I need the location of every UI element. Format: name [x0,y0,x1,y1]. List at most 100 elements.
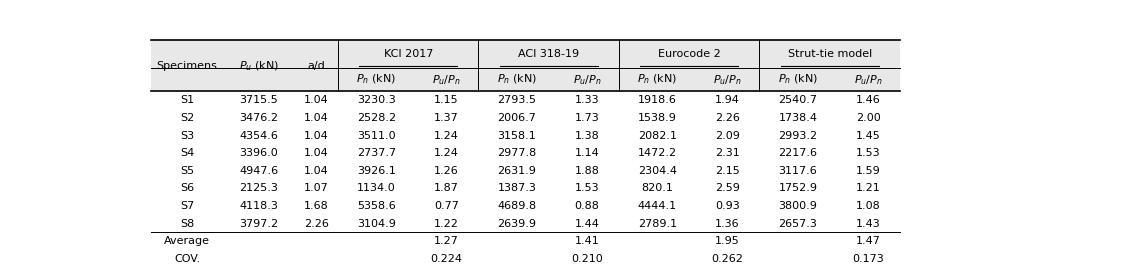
Text: 1.15: 1.15 [435,95,459,105]
Text: 3158.1: 3158.1 [498,131,536,141]
Text: 1.46: 1.46 [856,95,881,105]
Text: 1.53: 1.53 [574,183,599,193]
Text: 1.95: 1.95 [715,236,740,246]
Text: 2528.2: 2528.2 [357,113,396,123]
Text: 1.44: 1.44 [574,219,599,229]
Text: 1.04: 1.04 [304,113,329,123]
Text: 4354.6: 4354.6 [239,131,278,141]
Text: 1.24: 1.24 [435,148,459,158]
Text: ACI 318-19: ACI 318-19 [518,49,579,59]
Text: 4444.1: 4444.1 [637,201,677,211]
Text: 1.04: 1.04 [304,95,329,105]
Text: 3230.3: 3230.3 [357,95,395,105]
Text: Average: Average [164,236,211,246]
Text: 1.08: 1.08 [856,201,881,211]
Text: 2737.7: 2737.7 [357,148,396,158]
Text: 3511.0: 3511.0 [357,131,395,141]
Text: 1387.3: 1387.3 [498,183,536,193]
Text: $P_u$/$P_n$: $P_u$/$P_n$ [713,73,742,86]
Text: 1.26: 1.26 [435,166,459,176]
Text: 2631.9: 2631.9 [498,166,536,176]
Text: a/d: a/d [307,61,325,71]
Text: 4689.8: 4689.8 [498,201,536,211]
Bar [151,68,900,92]
Text: 1738.4: 1738.4 [778,113,817,123]
Text: 1.21: 1.21 [856,183,881,193]
Text: 2793.5: 2793.5 [498,95,536,105]
Text: 3797.2: 3797.2 [239,219,278,229]
Text: 4947.6: 4947.6 [239,166,278,176]
Text: 2082.1: 2082.1 [637,131,677,141]
Text: 2789.1: 2789.1 [637,219,677,229]
Text: 0.173: 0.173 [852,254,884,264]
Text: S1: S1 [180,95,194,105]
Text: 2657.3: 2657.3 [778,219,817,229]
Text: $P_n$ (kN): $P_n$ (kN) [356,73,396,86]
Text: 1.73: 1.73 [574,113,599,123]
Text: Specimens: Specimens [157,61,217,71]
Text: 3926.1: 3926.1 [357,166,396,176]
Text: 1.04: 1.04 [304,166,329,176]
Bar [151,40,900,68]
Text: 2304.4: 2304.4 [637,166,677,176]
Text: S8: S8 [180,219,194,229]
Text: 3104.9: 3104.9 [357,219,396,229]
Text: 3715.5: 3715.5 [239,95,278,105]
Text: 1752.9: 1752.9 [778,183,817,193]
Text: S7: S7 [180,201,194,211]
Text: 1918.6: 1918.6 [638,95,677,105]
Text: 1.37: 1.37 [435,113,459,123]
Text: 1.68: 1.68 [304,201,329,211]
Text: 2217.6: 2217.6 [778,148,817,158]
Text: KCI 2017: KCI 2017 [384,49,432,59]
Text: 2125.3: 2125.3 [239,183,278,193]
Text: $P_u$/$P_n$: $P_u$/$P_n$ [854,73,883,86]
Text: 1538.9: 1538.9 [638,113,677,123]
Text: 2.26: 2.26 [715,113,740,123]
Text: 0.88: 0.88 [574,201,599,211]
Text: 1.94: 1.94 [715,95,740,105]
Text: $P_u$ (kN): $P_u$ (kN) [239,59,278,73]
Text: 2.31: 2.31 [715,148,740,158]
Text: 3800.9: 3800.9 [778,201,817,211]
Text: 0.77: 0.77 [435,201,459,211]
Text: 1.88: 1.88 [574,166,599,176]
Text: 2.15: 2.15 [715,166,740,176]
Text: 1.47: 1.47 [856,236,881,246]
Text: 3117.6: 3117.6 [778,166,817,176]
Text: 1.45: 1.45 [856,131,881,141]
Text: 1.41: 1.41 [574,236,599,246]
Text: S2: S2 [180,113,194,123]
Text: 820.1: 820.1 [642,183,673,193]
Text: 2993.2: 2993.2 [778,131,817,141]
Text: $P_u$/$P_n$: $P_u$/$P_n$ [432,73,461,86]
Text: 0.93: 0.93 [715,201,740,211]
Text: 2639.9: 2639.9 [498,219,536,229]
Text: 0.262: 0.262 [712,254,743,264]
Text: 1472.2: 1472.2 [637,148,677,158]
Text: 2540.7: 2540.7 [778,95,817,105]
Text: 1.22: 1.22 [435,219,459,229]
Text: 1.36: 1.36 [715,219,740,229]
Text: 1.27: 1.27 [435,236,459,246]
Text: 2.09: 2.09 [715,131,740,141]
Text: Strut-tie model: Strut-tie model [787,49,872,59]
Text: 1.53: 1.53 [856,148,881,158]
Text: 3476.2: 3476.2 [239,113,278,123]
Text: 1.38: 1.38 [574,131,599,141]
Text: 1.07: 1.07 [304,183,329,193]
Text: $P_n$ (kN): $P_n$ (kN) [778,73,817,86]
Text: 2006.7: 2006.7 [498,113,536,123]
Text: 2977.8: 2977.8 [498,148,536,158]
Text: 2.26: 2.26 [304,219,329,229]
Text: 3396.0: 3396.0 [239,148,278,158]
Text: 1.04: 1.04 [304,148,329,158]
Text: S3: S3 [180,131,194,141]
Text: S5: S5 [180,166,194,176]
Text: 4118.3: 4118.3 [239,201,278,211]
Text: COV.: COV. [173,254,200,264]
Text: 1.33: 1.33 [574,95,599,105]
Text: 1.59: 1.59 [856,166,881,176]
Text: 0.210: 0.210 [571,254,604,264]
Text: 1.43: 1.43 [856,219,881,229]
